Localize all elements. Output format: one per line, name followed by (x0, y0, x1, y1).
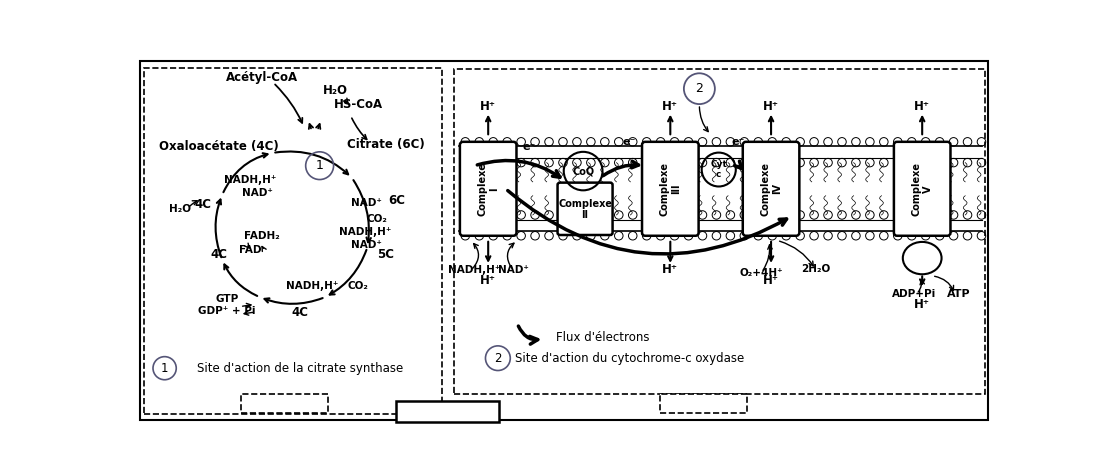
FancyBboxPatch shape (396, 401, 498, 422)
Text: e⁻: e⁻ (623, 137, 636, 147)
Text: 1: 1 (316, 159, 323, 172)
Text: Complexe
III: Complexe III (660, 162, 681, 216)
Text: Complexe
IV: Complexe IV (760, 162, 782, 216)
Text: H⁺: H⁺ (662, 100, 679, 113)
Text: Complexe
I: Complexe I (477, 162, 499, 216)
Text: 2: 2 (494, 352, 502, 365)
Bar (453, 69, 984, 395)
Text: 6C: 6C (388, 194, 406, 207)
Text: GDP⁺ + Pi: GDP⁺ + Pi (198, 306, 255, 316)
Text: H⁺: H⁺ (481, 274, 496, 287)
Text: Figure b: Figure b (674, 397, 733, 410)
Text: H⁺: H⁺ (914, 298, 931, 311)
Text: 2: 2 (695, 82, 703, 95)
FancyBboxPatch shape (742, 142, 800, 236)
Text: H⁺: H⁺ (763, 100, 779, 113)
Text: FAD: FAD (239, 245, 261, 255)
Text: CO₂: CO₂ (348, 281, 369, 291)
Text: Cyt
c: Cyt c (711, 160, 727, 179)
Text: H₂O: H₂O (169, 204, 191, 214)
Text: Document 5: Document 5 (403, 405, 493, 418)
Text: Oxaloacétate (4C): Oxaloacétate (4C) (160, 140, 278, 153)
Text: e⁻: e⁻ (522, 142, 536, 152)
Text: NADH,H⁺: NADH,H⁺ (286, 281, 338, 291)
Text: Figure a: Figure a (256, 397, 314, 410)
Text: CoQ: CoQ (572, 166, 594, 176)
Text: NAD⁺: NAD⁺ (351, 240, 382, 250)
Text: Site d'action de la citrate synthase: Site d'action de la citrate synthase (197, 362, 404, 375)
FancyBboxPatch shape (894, 142, 950, 236)
Text: NADH,H⁺: NADH,H⁺ (223, 175, 276, 185)
Text: O₂+4H⁺: O₂+4H⁺ (739, 268, 783, 278)
Text: 4C: 4C (292, 306, 309, 319)
Text: ADP+Pi: ADP+Pi (892, 288, 936, 298)
Text: 4C: 4C (210, 248, 228, 261)
Bar (144, 68, 442, 415)
Text: Complexe
II: Complexe II (558, 199, 612, 220)
Text: Complexe
V: Complexe V (912, 162, 933, 216)
Text: 5C: 5C (377, 248, 394, 261)
Text: 2H₂O: 2H₂O (801, 264, 830, 274)
Text: H₂O: H₂O (322, 84, 348, 97)
Text: H⁺: H⁺ (662, 264, 679, 277)
Text: FADH₂: FADH₂ (243, 231, 279, 241)
Text: H⁺: H⁺ (763, 274, 779, 287)
Text: NADH,H⁺: NADH,H⁺ (339, 227, 392, 237)
Text: Site d'action du cytochrome-c oxydase: Site d'action du cytochrome-c oxydase (515, 352, 745, 365)
Text: NAD⁺: NAD⁺ (351, 198, 382, 208)
FancyBboxPatch shape (642, 142, 698, 236)
Text: 1: 1 (161, 362, 168, 375)
FancyBboxPatch shape (241, 395, 328, 413)
Text: Acétyl-CoA: Acétyl-CoA (226, 70, 298, 84)
Text: Citrate (6C): Citrate (6C) (346, 138, 425, 151)
FancyBboxPatch shape (660, 395, 747, 413)
Text: H⁺: H⁺ (481, 100, 496, 113)
Text: NAD⁺: NAD⁺ (242, 188, 273, 198)
Text: 4C: 4C (195, 198, 212, 211)
FancyBboxPatch shape (460, 142, 517, 236)
Text: e⁻: e⁻ (732, 137, 745, 147)
Text: H⁺: H⁺ (914, 100, 931, 113)
Text: ATP: ATP (947, 288, 971, 298)
Text: NADH,H⁺: NADH,H⁺ (449, 266, 500, 276)
Text: CO₂: CO₂ (366, 214, 387, 224)
Text: GTP: GTP (214, 294, 239, 304)
Text: HS-CoA: HS-CoA (333, 98, 383, 111)
Text: NAD⁺: NAD⁺ (498, 266, 529, 276)
FancyBboxPatch shape (558, 183, 613, 235)
Text: Flux d'électrons: Flux d'électrons (556, 331, 649, 344)
